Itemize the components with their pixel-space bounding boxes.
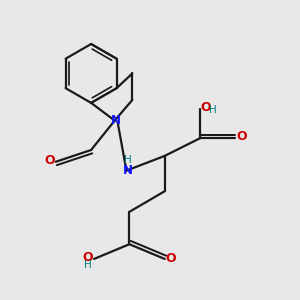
Text: O: O: [236, 130, 247, 143]
Text: O: O: [83, 251, 94, 264]
Text: O: O: [200, 101, 211, 114]
Text: H: H: [124, 155, 132, 165]
Text: H: H: [84, 260, 92, 270]
Text: N: N: [123, 164, 133, 177]
Text: O: O: [165, 252, 176, 266]
Text: H: H: [208, 105, 216, 115]
Text: O: O: [45, 154, 55, 167]
Text: N: N: [111, 114, 121, 127]
